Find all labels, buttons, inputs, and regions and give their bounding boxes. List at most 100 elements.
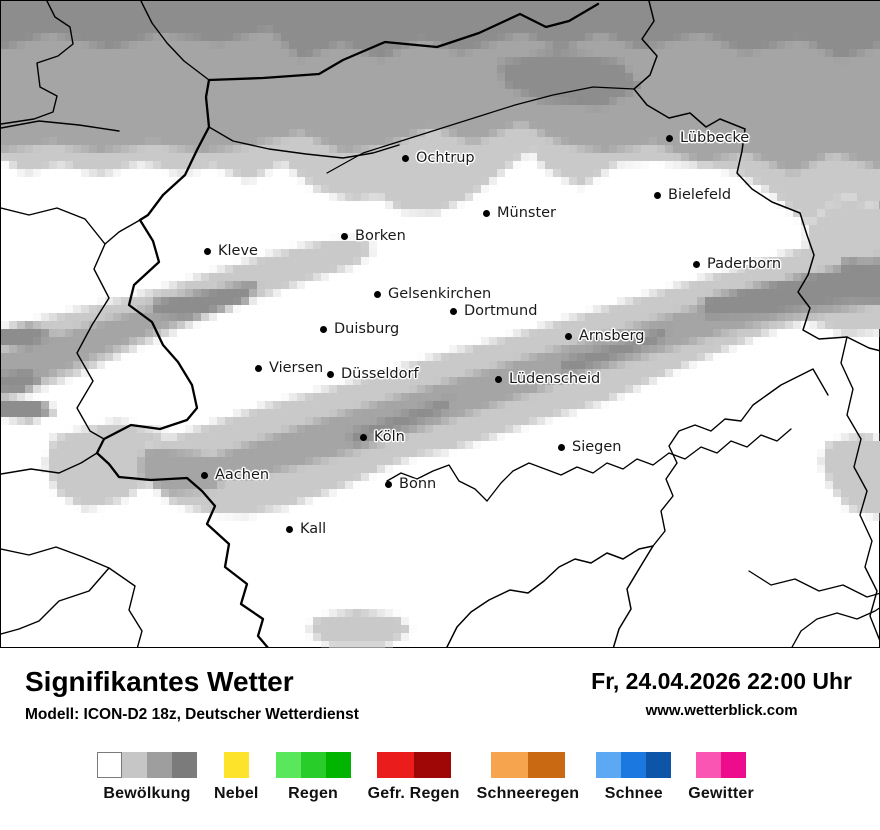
city-label: Borken — [355, 228, 406, 244]
city-label: Viersen — [269, 360, 324, 376]
city-marker: Köln — [360, 428, 405, 446]
city-label: Kleve — [218, 243, 258, 259]
city-dot-icon — [374, 290, 381, 298]
city-label: Aachen — [215, 467, 270, 483]
legend-item-label: Schneeregen — [476, 785, 580, 802]
city-label: Gelsenkirchen — [388, 286, 492, 302]
legend-item-label: Regen — [288, 785, 339, 802]
city-dot-icon — [286, 525, 293, 533]
legend-swatch — [97, 752, 122, 778]
legend-swatch — [527, 752, 565, 778]
city-label: Ochtrup — [416, 150, 475, 166]
legend-swatch — [122, 752, 147, 778]
legend-swatch — [376, 752, 414, 778]
legend-item: Schneeregen — [477, 752, 580, 803]
city-dot-icon — [558, 443, 565, 451]
legend-item-label: Gefr. Regen — [367, 785, 460, 802]
city-label: Kall — [300, 521, 327, 537]
city-marker: Lübbecke — [666, 129, 749, 147]
city-dot-icon — [204, 247, 211, 255]
legend-swatches — [275, 752, 351, 778]
city-label: Arnsberg — [579, 328, 645, 344]
legend-swatches — [223, 752, 249, 778]
legend-item: Gefr. Regen — [368, 752, 460, 803]
city-dot-icon — [320, 325, 327, 333]
legend-swatch — [172, 752, 197, 778]
legend-item: Regen — [275, 752, 351, 803]
legend-swatch — [621, 752, 647, 778]
city-dot-icon — [341, 232, 348, 240]
legend-item-label: Gewitter — [688, 785, 754, 802]
city-dot-icon — [450, 307, 457, 315]
legend-swatches — [376, 752, 451, 778]
city-marker: Düsseldorf — [327, 365, 419, 383]
city-dot-icon — [327, 370, 334, 378]
city-label: Paderborn — [707, 256, 782, 272]
city-marker: Lüdenscheid — [495, 370, 600, 388]
model-info: Modell: ICON-D2 18z, Deutscher Wetterdie… — [25, 706, 359, 723]
city-dot-icon — [495, 375, 502, 383]
city-marker: Bonn — [385, 475, 436, 493]
legend-swatch — [490, 752, 528, 778]
city-marker: Dortmund — [450, 302, 537, 320]
city-label: Siegen — [572, 439, 622, 455]
legend-item-label: Bewölkung — [103, 785, 191, 802]
city-label: Bonn — [399, 476, 437, 492]
city-marker: Kall — [286, 520, 326, 538]
legend-item-label: Schnee — [604, 785, 663, 802]
legend-swatch — [596, 752, 622, 778]
city-label: Köln — [374, 429, 405, 445]
legend-swatch — [275, 752, 301, 778]
city-marker: Aachen — [201, 466, 269, 484]
legend-item: Bewölkung — [97, 752, 197, 803]
legend-swatch — [223, 752, 249, 778]
legend-swatch — [721, 752, 747, 778]
city-marker: Paderborn — [693, 255, 781, 273]
city-label: Lüdenscheid — [509, 371, 601, 387]
city-marker: Siegen — [558, 438, 621, 456]
city-marker: Ochtrup — [402, 149, 475, 167]
city-label: Dortmund — [464, 303, 538, 319]
city-dot-icon — [360, 433, 367, 441]
city-marker: Borken — [341, 227, 406, 245]
city-dot-icon — [255, 364, 262, 372]
city-marker: Arnsberg — [565, 327, 644, 345]
website-url: www.wetterblick.com — [645, 702, 798, 719]
city-dot-icon — [483, 209, 490, 217]
cloud-cover-layer — [1, 1, 880, 649]
city-label: Düsseldorf — [341, 366, 419, 382]
city-dot-icon — [201, 471, 208, 479]
legend-swatches — [490, 752, 565, 778]
weather-map: Ochtrup Lübbecke Bielefeld Münster Borken Kle… — [0, 0, 880, 649]
city-label: Bielefeld — [668, 187, 732, 203]
city-dot-icon — [565, 332, 572, 340]
legend-item: Schnee — [596, 752, 672, 803]
legend-item: Nebel — [214, 752, 259, 803]
legend-swatch — [646, 752, 672, 778]
city-label: Lübbecke — [680, 130, 750, 146]
city-marker: Duisburg — [320, 320, 399, 338]
city-label: Duisburg — [334, 321, 400, 337]
city-marker: Gelsenkirchen — [374, 285, 491, 303]
city-label: Münster — [497, 205, 557, 221]
legend-item: Gewitter — [688, 752, 754, 803]
datetime-block: Fr, 24.04.2026 22:00 Uhr www.wetterblick… — [591, 668, 852, 719]
legend-swatch — [300, 752, 326, 778]
city-marker: Kleve — [204, 242, 258, 260]
legend-swatches — [696, 752, 747, 778]
map-footer: Signifikantes Wetter Modell: ICON-D2 18z… — [0, 648, 880, 830]
legend-item-label: Nebel — [214, 785, 259, 802]
city-dot-icon — [654, 191, 661, 199]
valid-datetime: Fr, 24.04.2026 22:00 Uhr — [591, 668, 852, 694]
legend-swatch — [413, 752, 451, 778]
legend-swatch — [147, 752, 172, 778]
legend-swatch — [325, 752, 351, 778]
city-dot-icon — [385, 480, 392, 488]
weather-legend: Bewölkung Nebel Regen Gefr. Regen Schneerege… — [97, 752, 754, 803]
city-dot-icon — [402, 154, 409, 162]
legend-swatches — [97, 752, 197, 778]
legend-swatch — [696, 752, 722, 778]
city-dot-icon — [693, 260, 700, 268]
city-marker: Münster — [483, 204, 556, 222]
